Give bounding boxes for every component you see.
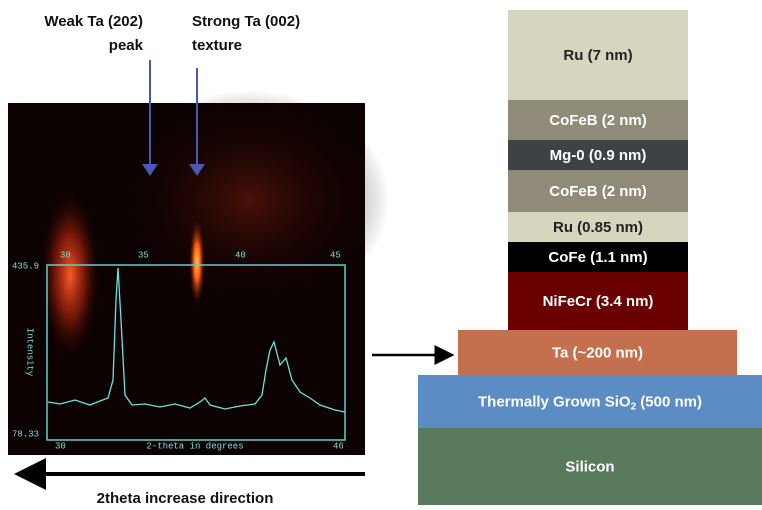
tick-label: 40 bbox=[235, 250, 246, 260]
layer-label: NiFeCr (3.4 nm) bbox=[543, 293, 654, 310]
layer-label: CoFeB (2 nm) bbox=[549, 112, 647, 129]
layer-label: Ru (0.85 nm) bbox=[553, 219, 643, 236]
tick-label: 435.9 bbox=[12, 261, 39, 271]
figure: Weak Ta (202) peak Strong Ta (002) textu… bbox=[0, 0, 762, 510]
layer-stack: Ru (7 nm) CoFeB (2 nm) Mg-0 (0.9 nm) CoFeB … bbox=[418, 10, 762, 505]
layer-label: CoFeB (2 nm) bbox=[549, 183, 647, 200]
axis-label: Intensity bbox=[25, 328, 35, 377]
label-part: (500 nm) bbox=[636, 393, 702, 410]
direction-label: 2theta increase direction bbox=[97, 490, 274, 507]
layer-label: Ta (~200 nm) bbox=[552, 344, 643, 361]
tick-label: 30 bbox=[60, 250, 71, 260]
annotation: texture bbox=[192, 37, 242, 54]
label-part: Thermally Grown SiO bbox=[478, 393, 631, 410]
layer-label: Thermally Grown SiO2 (500 nm) bbox=[478, 393, 702, 412]
layer-label: CoFe (1.1 nm) bbox=[548, 249, 647, 266]
layer-label: Mg-0 (0.9 nm) bbox=[550, 147, 647, 164]
tick-label: 78.33 bbox=[12, 429, 39, 439]
annotation: Strong Ta (002) bbox=[192, 13, 300, 30]
annotation: Weak Ta (202) bbox=[44, 13, 143, 30]
layer-label: Silicon bbox=[565, 458, 614, 475]
tick-label: 35 bbox=[138, 250, 149, 260]
annotation: peak bbox=[109, 37, 144, 54]
layer-label: Ru (7 nm) bbox=[563, 47, 632, 64]
tick-label: 45 bbox=[330, 250, 341, 260]
axis-label: 2-theta in degrees bbox=[146, 441, 243, 451]
tick-label: 46 bbox=[333, 441, 344, 451]
tick-label: 30 bbox=[55, 441, 66, 451]
xrd-image bbox=[8, 90, 390, 455]
